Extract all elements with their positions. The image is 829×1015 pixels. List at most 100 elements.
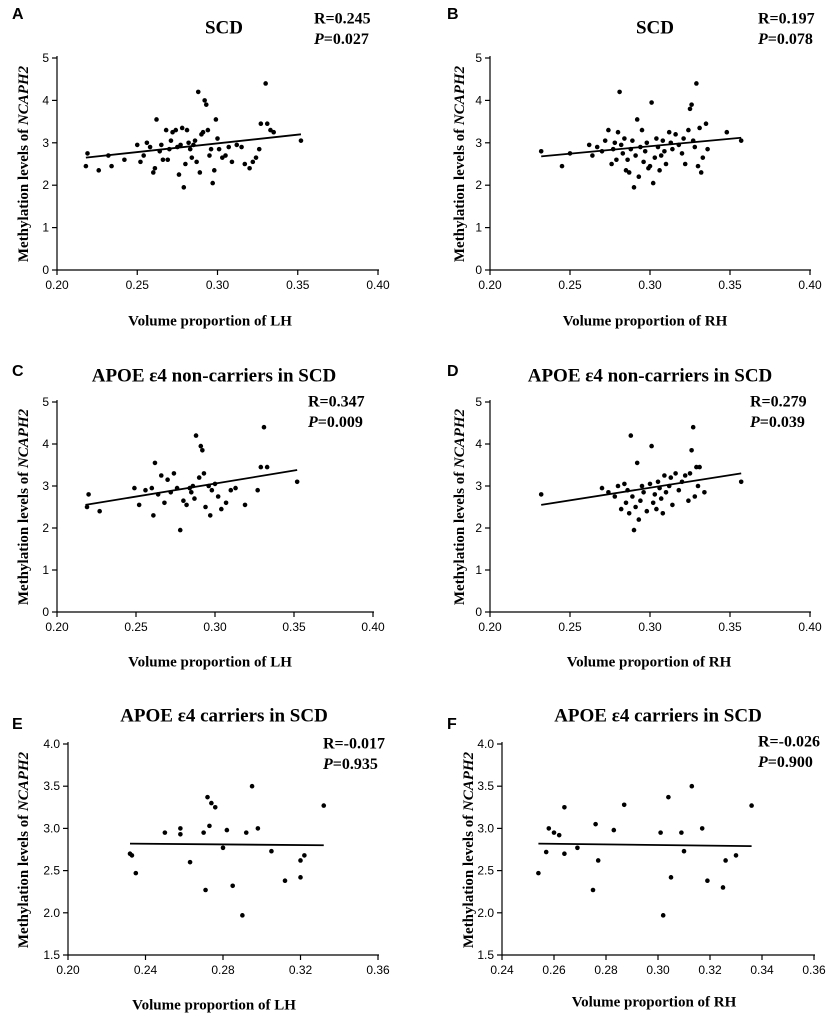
data-point <box>690 138 696 143</box>
data-point <box>551 830 557 835</box>
x-axis-label: Volume proportion of LH <box>128 654 292 670</box>
y-tick-label: 0 <box>42 605 49 619</box>
data-point <box>210 180 215 186</box>
chart-title: SCD <box>636 17 674 38</box>
data-point <box>615 129 621 135</box>
data-point <box>256 146 262 152</box>
data-point <box>224 827 230 833</box>
data-point <box>723 858 728 863</box>
data-point <box>261 424 267 430</box>
data-point <box>562 851 567 857</box>
data-point <box>705 878 710 884</box>
y-tick-label: 1 <box>42 563 49 577</box>
p-value: P=0.009 <box>307 414 363 431</box>
data-point <box>155 492 161 497</box>
data-point <box>660 913 666 918</box>
data-point <box>195 89 201 95</box>
y-tick-label: 2.5 <box>477 864 494 878</box>
data-point <box>200 129 206 135</box>
y-tick-label: 5 <box>42 395 49 409</box>
data-point <box>163 127 169 133</box>
data-point <box>663 161 669 167</box>
data-point <box>234 142 240 148</box>
chart-title: APOE ε4 non-carriers in SCD <box>528 365 773 386</box>
data-point <box>679 830 684 835</box>
data-point <box>106 153 111 158</box>
data-point <box>720 885 726 890</box>
chart-title: APOE ε4 carriers in SCD <box>554 705 762 726</box>
data-point <box>147 144 153 150</box>
x-tick-label: 0.40 <box>798 278 822 292</box>
data-point <box>641 490 646 495</box>
data-point <box>250 159 256 165</box>
data-point <box>189 490 194 495</box>
y-axis-label-gene: NCAPH2 <box>16 751 32 812</box>
data-point <box>298 138 304 143</box>
data-point <box>692 494 698 499</box>
data-point <box>97 508 102 514</box>
data-point <box>689 448 694 453</box>
data-point <box>122 157 127 163</box>
data-point <box>178 826 183 831</box>
panel-letter: C <box>12 363 24 380</box>
data-point <box>682 473 688 478</box>
data-point <box>673 471 678 476</box>
data-point <box>168 490 174 495</box>
p-symbol: P <box>307 414 318 431</box>
data-point <box>157 148 163 154</box>
data-point <box>176 172 182 177</box>
data-point <box>681 136 686 141</box>
data-point <box>207 513 213 518</box>
data-point <box>644 508 650 514</box>
chart-title: APOE ε4 non-carriers in SCD <box>92 365 337 386</box>
data-point <box>133 870 139 876</box>
data-point <box>152 460 158 466</box>
data-point <box>207 823 212 829</box>
data-point <box>183 161 188 167</box>
data-point <box>229 159 235 165</box>
data-point <box>609 161 614 167</box>
y-tick-label: 2.5 <box>43 864 60 878</box>
data-point <box>666 794 671 800</box>
data-point <box>255 487 260 493</box>
data-point <box>151 513 156 518</box>
data-point <box>668 875 674 880</box>
data-point <box>657 485 662 491</box>
x-axis-label: Volume proportion of RH <box>572 994 737 1010</box>
data-point <box>220 845 226 851</box>
y-axis-label-gene: NCAPH2 <box>461 751 477 812</box>
data-point <box>294 479 300 485</box>
data-point <box>622 481 627 487</box>
panel-e: E APOE ε4 carriers in SCD R=-0.017 P=0.935 0… <box>12 705 390 1013</box>
data-point <box>606 127 611 133</box>
data-point <box>191 142 196 148</box>
regression-line <box>541 472 742 506</box>
data-point <box>650 500 656 506</box>
data-point <box>733 853 739 858</box>
data-point <box>654 136 659 141</box>
data-point <box>666 483 672 489</box>
data-point <box>612 494 618 499</box>
data-point <box>593 821 598 827</box>
data-point <box>590 887 596 893</box>
data-point <box>177 527 183 533</box>
data-point <box>152 165 158 171</box>
y-axis-label-text: Methylation levels of <box>461 811 477 948</box>
y-tick-label: 2 <box>475 521 482 535</box>
data-point <box>196 475 202 480</box>
data-point <box>215 136 220 141</box>
data-point <box>590 153 595 158</box>
data-point <box>628 433 634 438</box>
data-point <box>249 783 255 789</box>
y-tick-label: 4.0 <box>43 737 60 751</box>
data-point <box>687 106 693 112</box>
p-symbol: P <box>757 754 768 771</box>
y-axis-label: Methylation levels of NCAPH2 <box>16 751 32 948</box>
data-point <box>700 155 706 160</box>
data-point <box>556 832 562 838</box>
data-point <box>668 475 674 480</box>
data-point <box>657 168 662 173</box>
data-point <box>160 157 166 163</box>
panel-f: F APOE ε4 carriers in SCD R=-0.026 P=0.900 0… <box>447 705 826 1010</box>
data-point <box>190 483 196 489</box>
